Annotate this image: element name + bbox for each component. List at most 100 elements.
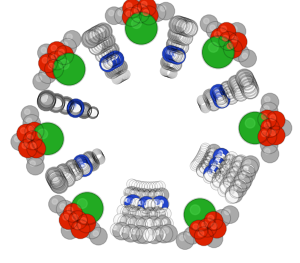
Circle shape	[108, 62, 122, 77]
Circle shape	[41, 95, 46, 100]
Circle shape	[126, 217, 139, 230]
Circle shape	[42, 69, 48, 74]
Circle shape	[158, 191, 162, 195]
Circle shape	[68, 163, 72, 167]
Circle shape	[96, 49, 109, 61]
Circle shape	[61, 100, 66, 105]
Circle shape	[139, 183, 142, 186]
Circle shape	[62, 174, 67, 179]
Circle shape	[141, 190, 152, 201]
Circle shape	[179, 33, 183, 37]
Circle shape	[11, 133, 28, 151]
Circle shape	[170, 60, 175, 65]
Circle shape	[229, 185, 243, 198]
Circle shape	[88, 38, 105, 55]
Circle shape	[234, 87, 247, 100]
Circle shape	[171, 38, 187, 54]
Circle shape	[228, 22, 246, 40]
Circle shape	[150, 211, 154, 215]
Circle shape	[94, 154, 105, 164]
Circle shape	[152, 7, 157, 13]
Circle shape	[198, 148, 208, 159]
Circle shape	[231, 78, 236, 84]
Circle shape	[67, 207, 73, 213]
Circle shape	[61, 102, 66, 107]
Circle shape	[109, 10, 114, 16]
Circle shape	[233, 174, 251, 192]
Circle shape	[155, 199, 160, 204]
Circle shape	[47, 51, 67, 70]
Circle shape	[127, 179, 137, 189]
Circle shape	[212, 88, 229, 105]
Circle shape	[110, 61, 124, 76]
Circle shape	[232, 169, 236, 173]
Circle shape	[233, 85, 246, 98]
Circle shape	[239, 73, 253, 87]
Circle shape	[96, 155, 99, 158]
Circle shape	[17, 124, 36, 143]
Circle shape	[68, 163, 72, 166]
Circle shape	[136, 189, 151, 203]
Circle shape	[140, 201, 143, 205]
Circle shape	[199, 98, 209, 109]
Circle shape	[206, 95, 220, 110]
Circle shape	[70, 103, 81, 115]
Circle shape	[209, 100, 214, 104]
Circle shape	[51, 173, 55, 177]
Circle shape	[222, 159, 235, 171]
Circle shape	[95, 30, 99, 34]
Circle shape	[113, 66, 116, 69]
Circle shape	[167, 58, 178, 69]
Circle shape	[135, 190, 146, 201]
Circle shape	[216, 158, 220, 161]
Circle shape	[140, 230, 145, 235]
Circle shape	[105, 36, 109, 40]
Circle shape	[165, 59, 168, 63]
Circle shape	[91, 32, 95, 36]
Circle shape	[128, 189, 132, 194]
Circle shape	[85, 157, 100, 171]
Circle shape	[205, 230, 223, 248]
Circle shape	[208, 98, 219, 109]
Circle shape	[168, 37, 184, 53]
Circle shape	[165, 56, 179, 71]
Circle shape	[103, 34, 116, 47]
Circle shape	[179, 31, 192, 44]
Circle shape	[163, 68, 166, 71]
Circle shape	[91, 37, 108, 54]
Circle shape	[38, 90, 56, 108]
Circle shape	[58, 166, 70, 179]
Circle shape	[95, 50, 107, 62]
Circle shape	[200, 100, 210, 111]
Circle shape	[208, 43, 218, 52]
Circle shape	[208, 95, 211, 98]
Circle shape	[53, 98, 57, 102]
Circle shape	[214, 89, 225, 100]
Circle shape	[146, 226, 163, 244]
Circle shape	[100, 46, 113, 59]
Circle shape	[101, 36, 106, 41]
Circle shape	[201, 149, 204, 152]
Circle shape	[54, 179, 58, 183]
Circle shape	[116, 216, 120, 220]
Circle shape	[53, 53, 85, 85]
Circle shape	[114, 7, 132, 25]
Circle shape	[50, 96, 63, 109]
Circle shape	[225, 190, 239, 204]
Circle shape	[167, 50, 170, 54]
Circle shape	[232, 36, 238, 42]
Circle shape	[63, 214, 68, 220]
Circle shape	[80, 106, 84, 110]
Circle shape	[90, 109, 93, 112]
Circle shape	[117, 71, 127, 81]
Circle shape	[175, 53, 178, 56]
Circle shape	[114, 76, 117, 79]
Circle shape	[244, 82, 249, 88]
Circle shape	[89, 160, 92, 164]
Circle shape	[138, 196, 155, 214]
Circle shape	[86, 157, 97, 168]
Circle shape	[219, 151, 222, 154]
Circle shape	[202, 105, 206, 108]
Circle shape	[116, 71, 127, 82]
Circle shape	[136, 209, 148, 221]
